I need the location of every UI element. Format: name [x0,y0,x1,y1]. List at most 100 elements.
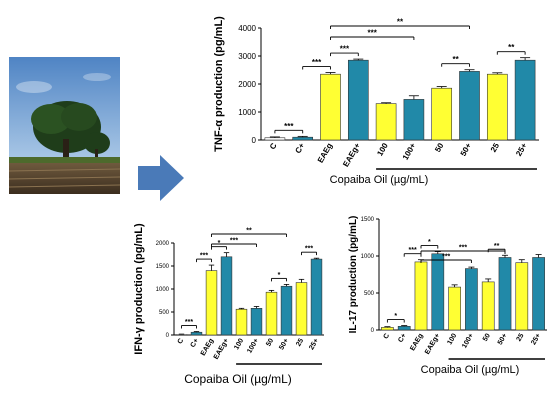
significance-label: *** [200,253,208,260]
bar-50 [431,87,453,141]
y-tick-label: 2000 [156,241,170,247]
bar-50 [481,281,495,331]
bar-50+ [498,257,512,331]
bar-100 [448,286,461,331]
bar-C [381,327,394,331]
category-label: 100 [375,141,390,158]
bar-EAEg+ [220,256,233,336]
category-label: 100+ [401,141,418,161]
bar-50 [265,291,278,336]
y-tick-label: 1500 [156,264,170,270]
y-tick-label: 3000 [238,52,256,61]
category-label: 50+ [497,333,509,347]
bar-100+ [465,268,478,331]
category-label: 100+ [246,338,260,355]
category-label: 25 [516,332,526,342]
category-label: EAEg+ [213,338,230,361]
significance-label: *** [459,245,467,252]
category-label: 100 [233,337,245,351]
category-label: 25 [489,141,502,154]
bar-100+ [403,99,425,141]
y-tick-label: 1000 [238,108,256,117]
significance-label: * [278,272,281,279]
y-axis-label: IL-17 production (pg/mL) [348,216,359,334]
y-tick-label: 0 [371,328,375,334]
significance-label: *** [230,238,238,245]
significance-label: *** [409,247,417,254]
x-axis-label: Copaiba Oil (µg/mL) [184,372,292,386]
category-label: 50+ [459,141,474,158]
significance-label: *** [368,29,378,38]
category-label: EAEg [200,338,215,358]
bar-EAEg [414,261,428,331]
bar-25+ [514,59,536,141]
bar-C [264,137,286,141]
bar-C [175,334,188,336]
right-arrow-icon [138,155,184,201]
bar-EAEg [205,270,218,336]
significance-label: *** [284,122,294,131]
y-tick-label: 2000 [238,80,256,89]
bar-C+ [292,136,314,141]
category-label: EAEg+ [424,333,441,356]
significance-label: *** [185,319,193,326]
bar-EAEg [320,73,341,141]
y-tick-label: 0 [252,136,257,145]
bar-EAEg+ [347,59,369,141]
significance-label: *** [305,246,313,253]
bar-25+ [532,257,545,331]
category-label: EAEg [316,141,335,164]
category-label: 25+ [530,333,542,347]
significance-label: ** [246,228,252,235]
bar-100+ [250,308,263,336]
y-tick-label: 1000 [156,287,170,293]
significance-label: ** [508,43,515,52]
y-tick-label: 0 [166,333,170,339]
category-label: 25+ [308,338,320,352]
y-axis-label: TNF-α production (pg/mL) [213,16,225,152]
x-axis-label: Copaiba Oil (µg/mL) [330,174,429,186]
bar-25 [486,73,508,141]
bar-EAEg+ [431,253,445,331]
bar-25 [515,262,529,331]
category-label: 50 [433,141,446,154]
bar-100 [375,103,397,141]
significance-label: ** [494,243,500,250]
y-axis-label: IFN-γ production (pg/mL) [133,223,145,355]
category-label: 25 [295,337,305,347]
category-label: 50 [482,332,492,342]
bar-C+ [190,331,203,336]
significance-label: * [428,239,431,246]
y-tick-label: 4000 [238,24,256,33]
bar-25+ [310,258,323,336]
tnf-chart: 0 1000 2000 3000 4000 TNF-α production (pg/mL… [213,16,539,186]
category-label: EAEg [409,333,424,353]
significance-label: *** [312,58,322,67]
bar-100 [235,308,248,336]
significance-label: * [394,313,397,320]
category-label: C [383,333,392,341]
y-tick-label: 1000 [361,254,375,260]
category-label: C+ [397,333,408,344]
category-label: C+ [190,338,201,349]
category-label: 50 [265,337,275,347]
significance-label: ** [452,55,459,64]
y-tick-label: 500 [159,310,170,316]
significance-label: *** [340,45,350,54]
bar-25 [295,282,308,336]
ifn-chart: 0 500 1000 1500 2000 IFN-γ production (pg/mL)… [133,223,324,386]
category-label: C [268,141,279,151]
bar-50+ [280,285,293,336]
category-label: C [177,338,186,346]
category-label: 25+ [514,141,529,158]
bar-50+ [459,71,480,141]
significance-label: ** [397,18,404,27]
category-label: EAEg+ [341,141,362,168]
category-label: 50+ [278,338,290,352]
y-tick-label: 500 [364,291,375,297]
significance-label: *** [442,254,450,261]
category-label: C+ [293,141,306,155]
category-label: 100+ [461,333,475,350]
bar-C+ [397,326,411,331]
